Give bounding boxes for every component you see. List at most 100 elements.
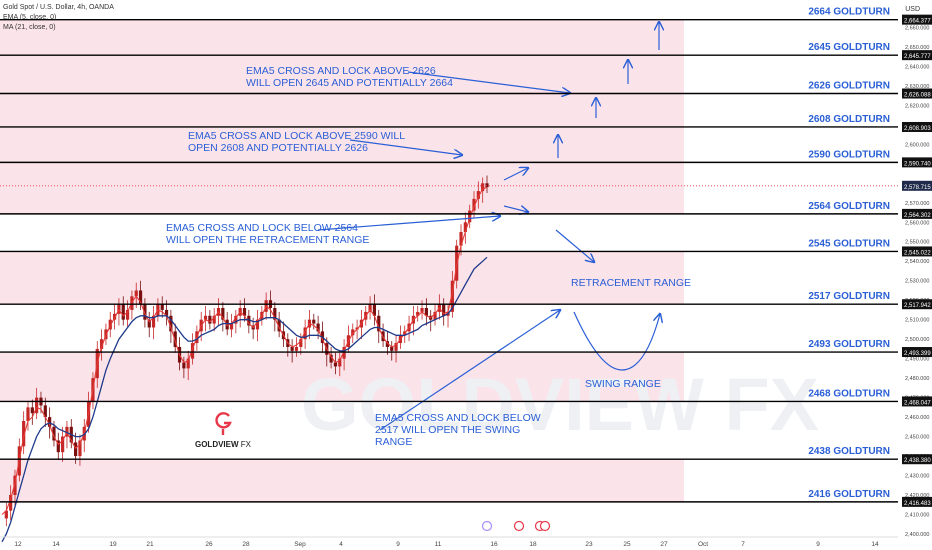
y-tick-label: 2,480.000 xyxy=(905,376,929,382)
symbol-label[interactable]: Gold Spot / U.S. Dollar, 4h, OANDA xyxy=(3,4,114,11)
arrow-up-1 xyxy=(503,168,528,181)
annotation-retracement: RETRACEMENT RANGE xyxy=(571,277,691,289)
candle-body xyxy=(43,405,47,418)
y-tick-label: 2,410.000 xyxy=(905,513,929,519)
candle-body xyxy=(485,183,489,188)
candle-body xyxy=(182,362,186,369)
logo-g-icon xyxy=(215,412,232,435)
price-axis-bg xyxy=(900,0,932,550)
ma-indicator-label[interactable]: MA (21, close, 0) xyxy=(3,24,56,31)
x-tick-label: 7 xyxy=(741,541,745,548)
candle-body xyxy=(186,358,190,369)
x-tick-label: 9 xyxy=(396,541,400,548)
watermark-text: GOLDVIEW FX xyxy=(301,363,819,446)
candle-body xyxy=(329,354,333,363)
candle-body xyxy=(121,304,125,320)
candle-body xyxy=(143,304,147,320)
x-tick-label: 18 xyxy=(529,541,537,548)
candle-body xyxy=(138,290,143,305)
arrows-layer xyxy=(317,22,660,431)
candle-body xyxy=(52,426,56,441)
candle-body xyxy=(385,341,390,347)
level-tag-4: 2,590.740 xyxy=(904,161,931,167)
chart-header: Gold Spot / U.S. Dollar, 4h, OANDA EMA (… xyxy=(3,3,114,33)
event-flag-icon xyxy=(513,520,525,532)
candle-body xyxy=(203,315,208,320)
annotation-2626: EMA5 CROSS AND LOCK ABOVE 2626 WILL OPEN… xyxy=(246,65,453,89)
candle-body xyxy=(4,510,8,519)
candle-body xyxy=(377,315,381,332)
candle-body xyxy=(99,339,104,349)
level-label-1: 2645 GOLDTURN xyxy=(808,42,890,53)
candle-body xyxy=(147,319,151,328)
level-tag-bg-4 xyxy=(902,157,932,168)
candle-body xyxy=(125,309,130,320)
candle-body xyxy=(48,417,52,427)
candle-body xyxy=(312,319,316,324)
y-tick-label: 2,630.000 xyxy=(905,84,929,90)
x-tick-label: Oct xyxy=(698,541,708,548)
y-tick-label: 2,550.000 xyxy=(905,240,929,246)
y-tick-label: 2,430.000 xyxy=(905,474,929,480)
ema5-line xyxy=(1,186,488,515)
candle-body xyxy=(242,307,247,316)
x-tick-label: 27 xyxy=(660,541,668,548)
annotation-2564: EMA5 CROSS AND LOCK BELOW 2564 WILL OPEN… xyxy=(166,222,370,246)
level-label-4: 2590 GOLDTURN xyxy=(808,149,890,160)
candle-body xyxy=(151,315,156,328)
level-label-5: 2564 GOLDTURN xyxy=(808,201,890,212)
candle-body xyxy=(394,343,398,351)
candle-body xyxy=(169,315,173,332)
candle-body xyxy=(255,319,260,330)
level-tag-3: 2,608.903 xyxy=(904,126,931,132)
candle-body xyxy=(316,323,320,332)
arrow-to-2590 xyxy=(349,139,462,155)
candle-body xyxy=(468,210,472,223)
event-flag-icon xyxy=(481,520,493,532)
candle-body xyxy=(273,307,277,320)
levels-layer: 2664 GOLDTURN 2,664.377 2645 GOLDTURN 2,645… xyxy=(0,7,932,507)
event-flag-icon xyxy=(539,520,551,532)
candle-body xyxy=(342,346,346,359)
ma21-line xyxy=(1,256,488,543)
zone-3 xyxy=(0,352,684,402)
brand-logo: GOLDVIEW FX xyxy=(193,410,253,449)
level-tag-bg-1 xyxy=(902,50,932,61)
level-label-3: 2608 GOLDTURN xyxy=(808,114,890,125)
x-tick-label: 28 xyxy=(242,541,250,548)
candle-body xyxy=(333,362,338,367)
candle-body xyxy=(372,304,377,316)
current-price-tag: 2,578.715 xyxy=(904,185,931,191)
candle-body xyxy=(299,339,303,347)
level-label-2: 2626 GOLDTURN xyxy=(808,81,890,92)
level-tag-1: 2,645.777 xyxy=(904,54,931,60)
candle-body xyxy=(290,346,294,351)
level-tag-2: 2,626.088 xyxy=(904,93,931,99)
candle-body xyxy=(164,309,169,316)
candle-body xyxy=(35,397,39,414)
y-tick-label: 2,420.000 xyxy=(905,493,929,499)
candle-body xyxy=(74,442,78,457)
candle-body xyxy=(117,304,121,314)
candle-body xyxy=(459,232,463,246)
swing-curve xyxy=(573,312,660,371)
candle-body xyxy=(208,315,212,324)
candle-body xyxy=(476,191,480,199)
candle-body xyxy=(134,290,138,297)
y-tick-label: 2,650.000 xyxy=(905,45,929,51)
watermark-layer: GOLDVIEW FX xyxy=(301,363,819,446)
x-tick-label: 4 xyxy=(339,541,343,548)
candle-body xyxy=(22,420,26,447)
candle-body xyxy=(424,307,428,316)
level-tag-bg-3 xyxy=(902,121,932,132)
level-label-8: 2493 GOLDTURN xyxy=(808,339,890,350)
level-tag-6: 2,545.022 xyxy=(904,250,931,256)
ema-indicator-label[interactable]: EMA (5, close, 0) xyxy=(3,14,57,21)
x-tick-label: 14 xyxy=(871,541,879,548)
y-tick-label: 2,620.000 xyxy=(905,103,929,109)
arrow-retrace xyxy=(555,229,594,262)
level-tag-bg-0 xyxy=(902,14,932,25)
candle-body xyxy=(420,307,424,312)
x-tick-label: 21 xyxy=(146,541,154,548)
y-tick-label: 2,510.000 xyxy=(905,318,929,324)
